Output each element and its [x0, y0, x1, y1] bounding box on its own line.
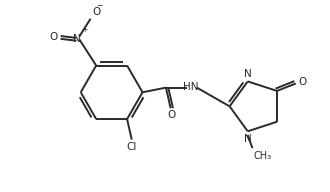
Text: O: O	[92, 7, 101, 17]
Text: O: O	[50, 32, 58, 42]
Text: N: N	[244, 69, 251, 79]
Text: N: N	[73, 34, 80, 44]
Text: Cl: Cl	[127, 142, 137, 151]
Text: O: O	[167, 110, 176, 120]
Text: HN: HN	[182, 82, 198, 92]
Text: O: O	[299, 77, 307, 87]
Text: CH₃: CH₃	[253, 151, 272, 161]
Text: +: +	[81, 25, 87, 34]
Text: −: −	[96, 1, 102, 10]
Text: N: N	[244, 134, 251, 144]
